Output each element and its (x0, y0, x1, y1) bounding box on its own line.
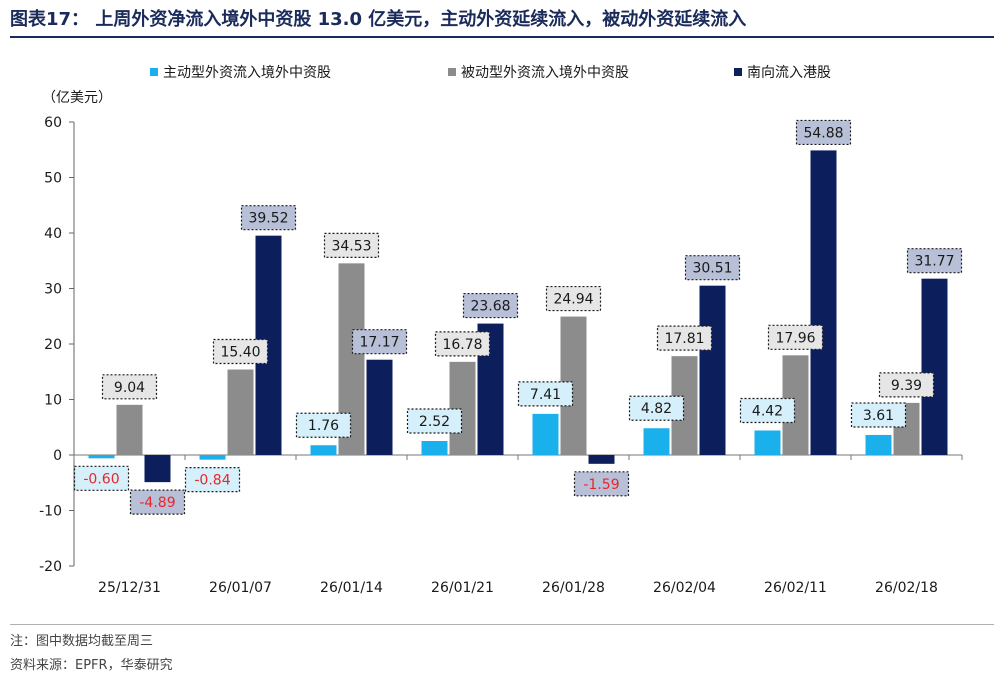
data-label-box (878, 372, 935, 398)
data-label-box (434, 331, 491, 357)
bar (699, 285, 726, 455)
chart-note: 注：图中数据均截至周三 (10, 634, 154, 649)
data-label: 4.42 (752, 403, 783, 419)
bar (227, 369, 254, 455)
bar (865, 434, 892, 455)
data-label-box (545, 285, 602, 312)
data-label-box (850, 402, 907, 428)
legend-swatch (734, 68, 742, 76)
data-label-box (795, 119, 852, 146)
data-label-box (767, 324, 824, 350)
y-tick-label: 60 (44, 115, 62, 131)
y-tick-label: 40 (44, 226, 62, 242)
bar (310, 445, 337, 455)
bar (449, 361, 476, 455)
bar (754, 430, 781, 455)
data-label: 23.68 (470, 299, 510, 315)
data-label-box (684, 255, 741, 281)
data-label-box (656, 325, 713, 351)
x-tick-label: 26/01/21 (431, 580, 494, 596)
chart-title: 图表17： 上周外资净流入境外中资股 13.0 亿美元，主动外资延续流入，被动外… (10, 9, 747, 30)
data-label: 31.77 (914, 254, 954, 270)
x-tick-label: 26/02/04 (653, 580, 716, 596)
legend-label: 主动型外资流入境外中资股 (163, 65, 331, 81)
x-tick-label: 26/02/18 (875, 580, 938, 596)
bar (88, 455, 115, 459)
data-label-box (101, 374, 158, 400)
bar (366, 359, 393, 455)
x-tick-label: 25/12/31 (98, 580, 161, 596)
data-label: 3.61 (863, 408, 894, 424)
data-label: -0.84 (194, 473, 230, 489)
x-tick-label: 26/01/28 (542, 580, 605, 596)
data-label: 4.82 (641, 401, 672, 417)
data-label: 34.53 (331, 238, 371, 254)
data-label: 39.52 (248, 211, 288, 227)
y-tick-label: 50 (44, 171, 62, 187)
data-label: -4.89 (139, 495, 175, 511)
data-label: 30.51 (692, 261, 732, 277)
x-tick-label: 26/02/11 (764, 580, 827, 596)
chart-source: 资料来源：EPFR，华泰研究 (10, 658, 173, 673)
bar (810, 150, 837, 455)
bar (643, 428, 670, 455)
y-tick-label: 0 (53, 448, 62, 464)
y-tick-label: 30 (44, 282, 62, 298)
data-label-box (323, 232, 380, 258)
data-label: 2.52 (419, 414, 450, 430)
data-label-box (73, 465, 130, 491)
data-label-box (295, 412, 352, 438)
bar (199, 455, 226, 460)
x-tick-label: 26/01/07 (209, 580, 272, 596)
footer-rule (10, 624, 994, 625)
bar (532, 413, 559, 455)
data-label-box (240, 205, 297, 231)
bar (144, 455, 171, 483)
data-label: 7.41 (530, 387, 561, 403)
data-label: 17.81 (664, 331, 704, 347)
data-label-box (212, 338, 269, 365)
data-label: 9.04 (114, 380, 145, 396)
data-label-box (573, 471, 630, 497)
y-tick-label: -10 (39, 504, 62, 520)
data-label-box (517, 381, 574, 407)
y-axis-label: （亿美元） (42, 90, 112, 106)
y-tick-label: 10 (44, 393, 62, 409)
legend-label: 被动型外资流入境外中资股 (461, 65, 629, 81)
data-label: 54.88 (803, 125, 843, 141)
legend-label: 南向流入港股 (747, 65, 831, 81)
bar-chart: （亿美元） -20 -10 0 10 20 30 40 50 60 25/12/31 26/01/07… (39, 65, 963, 596)
data-label-box (351, 329, 408, 355)
data-label: 1.76 (308, 418, 339, 434)
legend-swatch (448, 68, 456, 76)
y-tick-label: -20 (39, 559, 62, 575)
data-label: 17.96 (775, 330, 815, 346)
legend-swatch (150, 68, 158, 76)
data-label-box (129, 489, 186, 515)
data-label: -1.59 (583, 477, 619, 493)
data-label: -0.60 (83, 471, 119, 487)
data-label-box (739, 397, 796, 424)
data-label: 24.94 (553, 292, 593, 308)
bar (421, 441, 448, 455)
data-label-box (906, 248, 963, 274)
bar (588, 455, 615, 464)
title-rule (10, 36, 994, 38)
data-label: 16.78 (442, 337, 482, 353)
x-tick-label: 26/01/14 (320, 580, 383, 596)
bar (116, 404, 143, 455)
data-label-box (184, 467, 241, 493)
bar (921, 278, 948, 455)
data-label-box (462, 292, 519, 319)
data-label-box (406, 408, 463, 434)
data-label: 9.39 (891, 378, 922, 394)
data-label-box (628, 395, 685, 421)
data-label: 17.17 (359, 335, 399, 351)
data-label: 15.40 (220, 345, 260, 361)
y-tick-label: 20 (44, 337, 62, 353)
